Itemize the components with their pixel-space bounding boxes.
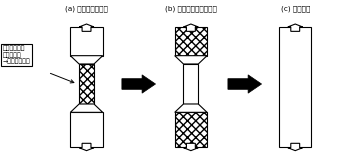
Polygon shape — [184, 24, 198, 31]
Polygon shape — [184, 143, 198, 151]
Bar — [279, 27, 311, 147]
Polygon shape — [288, 24, 303, 31]
Text: (a) ネッキング開始: (a) ネッキング開始 — [65, 6, 108, 12]
Polygon shape — [122, 75, 155, 93]
Text: (c) 均一変形: (c) 均一変形 — [281, 6, 310, 12]
Polygon shape — [79, 24, 94, 31]
Polygon shape — [228, 75, 262, 93]
Bar — [175, 27, 207, 56]
Text: (b) ネック部以外の変形: (b) ネック部以外の変形 — [165, 6, 217, 12]
Polygon shape — [175, 104, 207, 112]
Polygon shape — [288, 143, 303, 151]
Polygon shape — [79, 143, 94, 151]
Polygon shape — [175, 56, 207, 64]
Text: 局所的ひずみ
速度の上昇
→変形応力増大: 局所的ひずみ 速度の上昇 →変形応力増大 — [2, 46, 30, 64]
Bar — [175, 112, 207, 147]
Bar — [79, 64, 94, 104]
Bar — [70, 112, 103, 147]
Polygon shape — [70, 104, 103, 112]
Bar — [70, 27, 103, 56]
Bar — [184, 64, 198, 104]
Polygon shape — [70, 56, 103, 64]
